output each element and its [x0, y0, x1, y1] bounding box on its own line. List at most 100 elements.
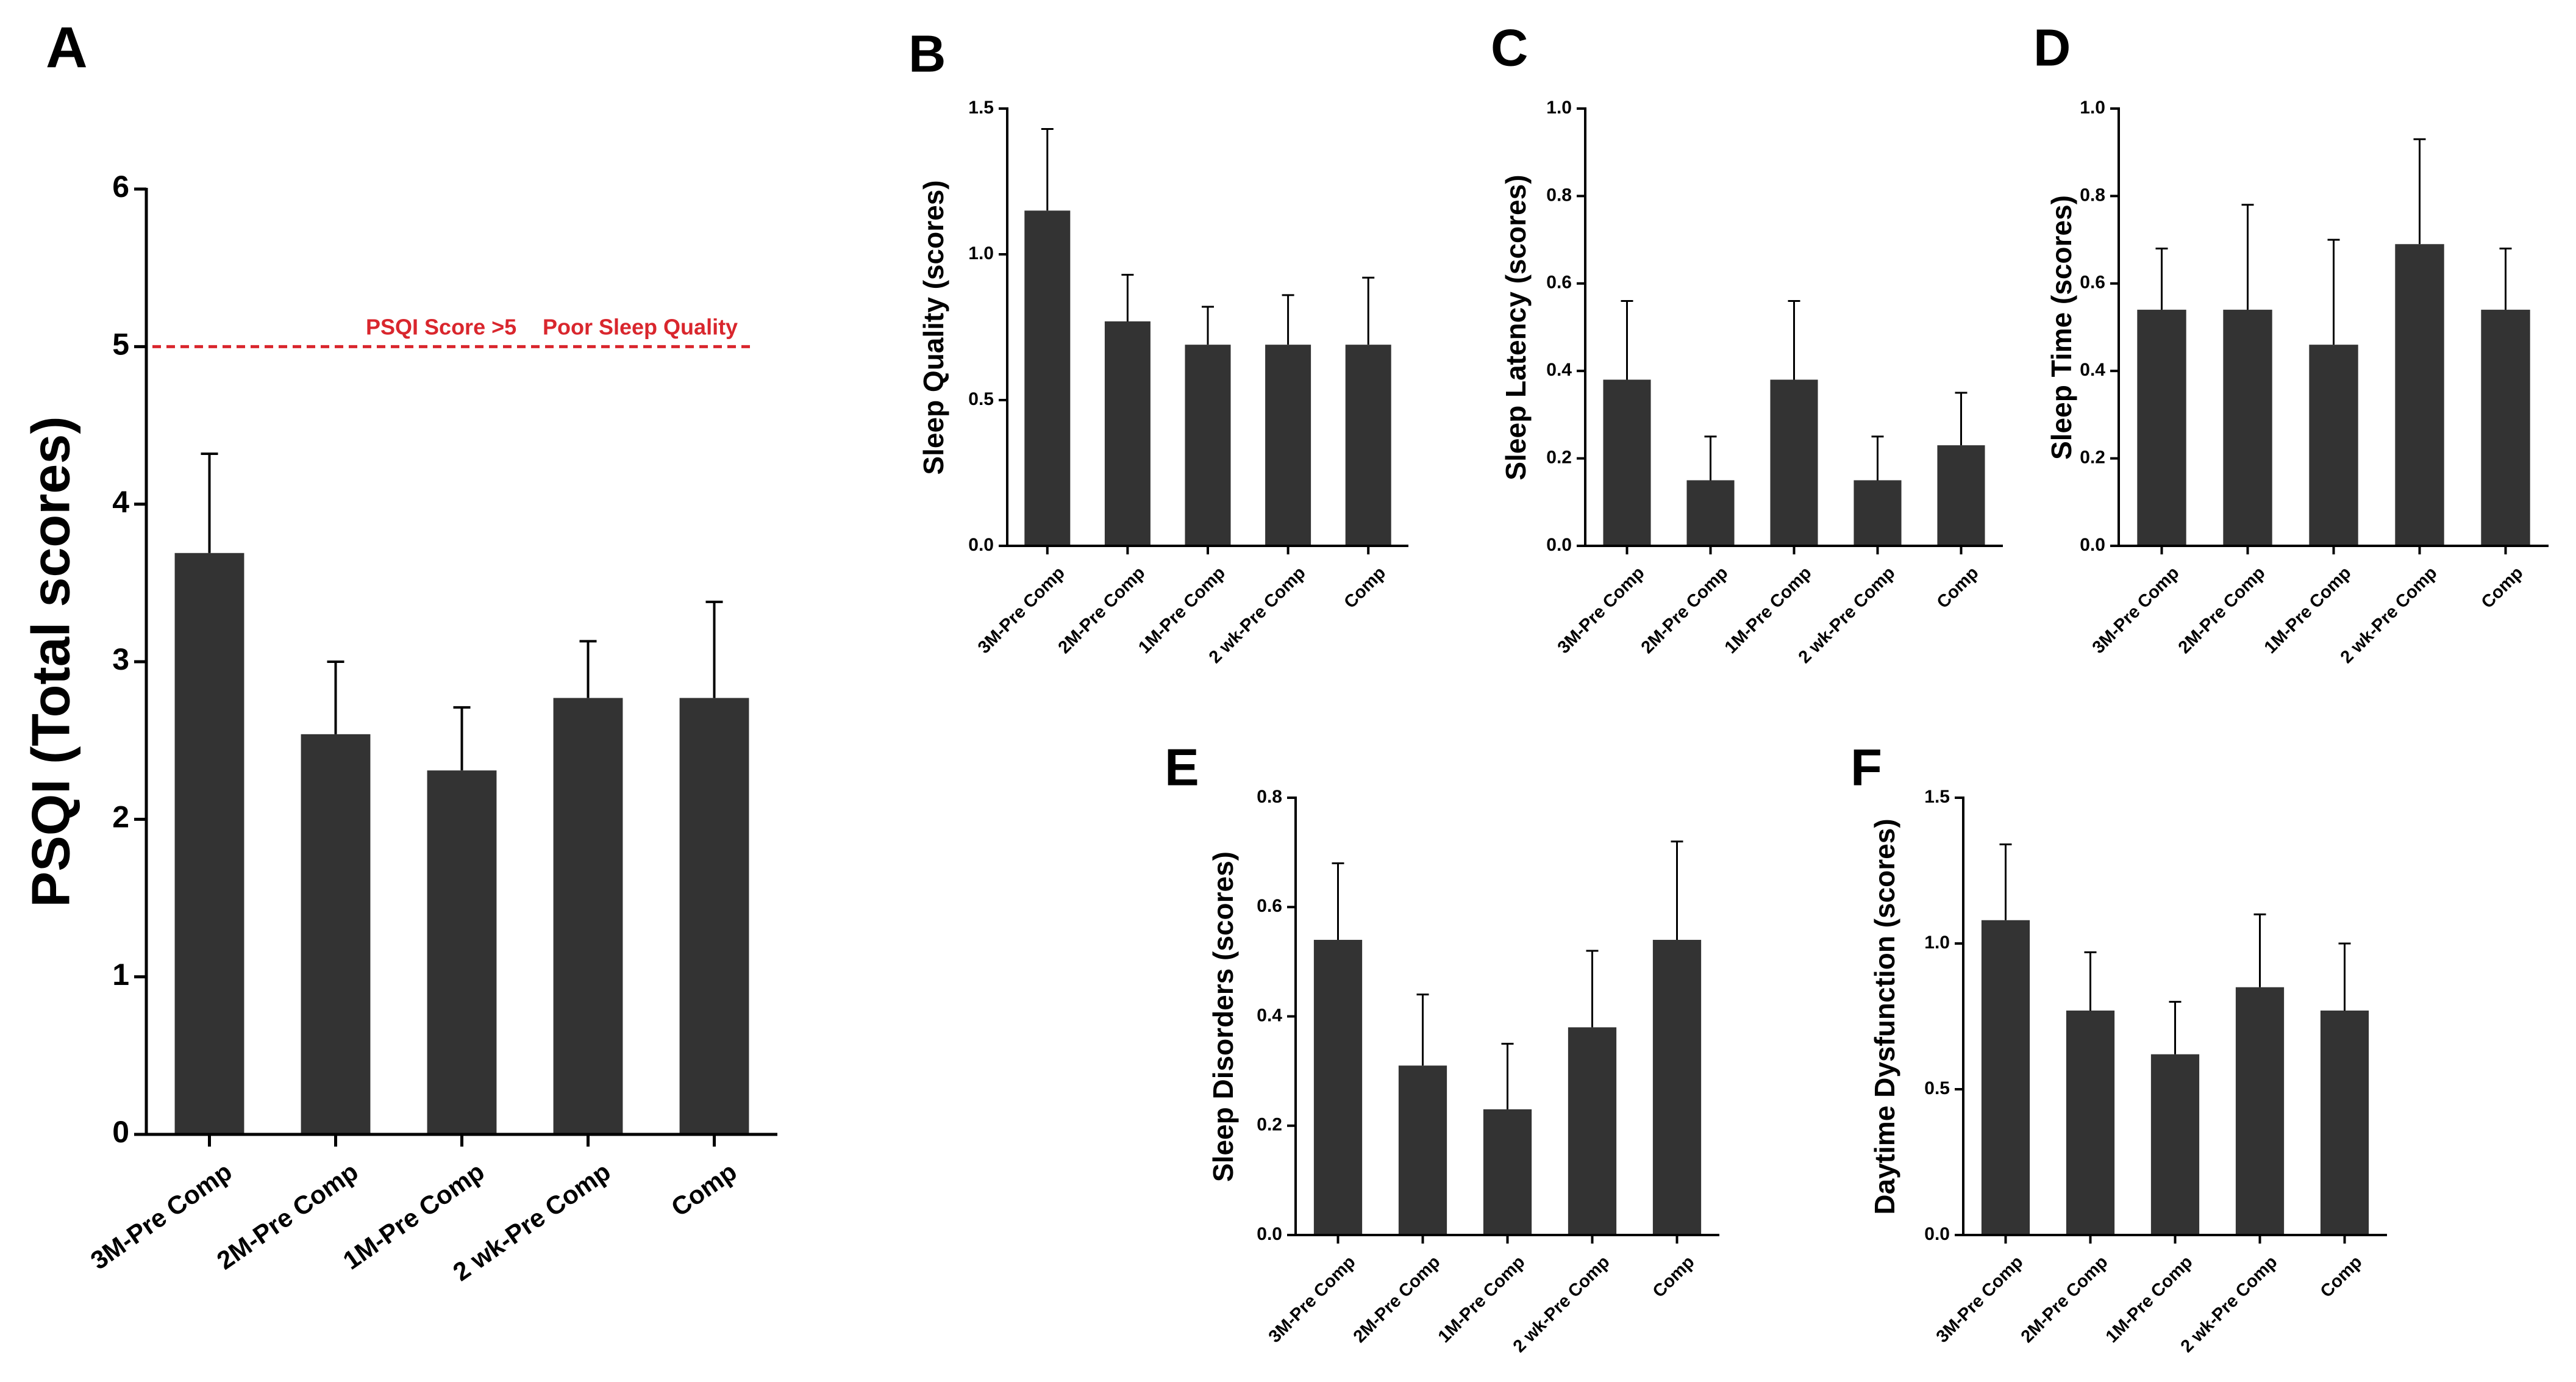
- category-label: Comp: [1933, 563, 1983, 612]
- panel-letter: F: [1850, 739, 1882, 797]
- y-tick-label: 0.6: [2080, 273, 2105, 293]
- y-tick-label: 0.2: [1546, 448, 1572, 468]
- category-label: Comp: [666, 1157, 741, 1222]
- bar: [1483, 1109, 1532, 1235]
- y-tick-label: 0.5: [968, 389, 994, 409]
- category-label: 1M-Pre Comp: [2102, 1252, 2197, 1347]
- y-tick-label: 5: [112, 328, 129, 362]
- category-label: Comp: [1649, 1252, 1699, 1301]
- bar: [1603, 379, 1651, 546]
- panel-letter: C: [1491, 19, 1528, 77]
- y-tick-label: 0: [112, 1115, 129, 1149]
- category-label: 3M-Pre Comp: [1554, 563, 1649, 657]
- category-label: Comp: [2478, 563, 2527, 612]
- bar: [2309, 345, 2358, 546]
- category-label: Comp: [2317, 1252, 2366, 1301]
- bar: [2320, 1010, 2369, 1235]
- y-tick-label: 1.0: [2080, 98, 2105, 118]
- y-tick-label: 0.4: [1257, 1005, 1282, 1025]
- bar: [2066, 1010, 2115, 1235]
- bar: [1770, 379, 1818, 546]
- y-axis-title: PSQI (Total scores): [20, 416, 80, 907]
- y-tick-label: 1.0: [1924, 933, 1950, 953]
- y-tick-label: 1.5: [968, 98, 994, 118]
- y-axis-title: Sleep Latency (scores): [1500, 174, 1532, 480]
- bar: [2481, 309, 2530, 546]
- bar: [1568, 1027, 1617, 1235]
- y-tick-label: 0.6: [1546, 273, 1572, 293]
- reference-label-quality: Poor Sleep Quality: [543, 314, 738, 339]
- bar: [2137, 309, 2186, 546]
- category-label: 2M-Pre Comp: [2018, 1252, 2112, 1347]
- bar: [2150, 1054, 2200, 1235]
- y-tick-label: 2: [112, 800, 129, 834]
- y-tick-label: 0.2: [1257, 1115, 1282, 1135]
- bar: [1185, 345, 1231, 546]
- bar: [427, 770, 497, 1134]
- bar: [2395, 244, 2444, 546]
- bar: [174, 553, 244, 1134]
- category-label: 2M-Pre Comp: [1350, 1252, 1444, 1347]
- category-label: 2M-Pre Comp: [2175, 563, 2269, 657]
- bar: [1652, 940, 1702, 1235]
- y-tick-label: 4: [112, 485, 129, 519]
- y-tick-label: 0.8: [2080, 185, 2105, 205]
- y-tick-label: 0.8: [1546, 185, 1572, 205]
- y-tick-label: 1.5: [1924, 787, 1950, 807]
- y-axis-title: Daytime Dysfunction (scores): [1869, 818, 1900, 1214]
- panel-a: A PSQI (Total scores) 0 1 2 3 4 5 6 3M-Pre Comp2M…: [20, 15, 777, 1286]
- bar: [1937, 445, 1985, 546]
- category-label: 3M-Pre Comp: [1265, 1252, 1360, 1347]
- bar: [1024, 210, 1071, 546]
- y-tick-label: 0.6: [1257, 896, 1282, 916]
- y-tick-label: 0.0: [1257, 1224, 1282, 1244]
- bar: [1854, 480, 1902, 546]
- category-label: 3M-Pre Comp: [1933, 1252, 2027, 1347]
- y-tick-label: 0.0: [1546, 535, 1572, 555]
- bar: [679, 698, 749, 1134]
- bar: [1313, 940, 1363, 1235]
- category-label: 2M-Pre Comp: [212, 1157, 363, 1275]
- category-label: 1M-Pre Comp: [2261, 563, 2355, 657]
- y-tick-label: 1.0: [968, 243, 994, 263]
- y-tick-label: 0.5: [1924, 1078, 1950, 1098]
- y-axis-title: Sleep Quality (scores): [918, 180, 949, 474]
- y-axis-title: Sleep Disorders (scores): [1207, 851, 1239, 1182]
- y-tick-label: 0.2: [2080, 448, 2105, 468]
- bar: [1345, 345, 1391, 546]
- bar: [553, 698, 623, 1134]
- y-tick-label: 1.0: [1546, 98, 1572, 118]
- bar: [2223, 309, 2272, 546]
- category-label: 3M-Pre Comp: [2089, 563, 2183, 657]
- panel-letter: A: [46, 15, 88, 80]
- bar: [301, 734, 371, 1134]
- y-tick-label: 1: [112, 958, 129, 992]
- panel-c: C Sleep Latency (scores) 0.0 0.2 0.4 0.6 0.8 1.…: [1491, 19, 2003, 667]
- y-tick-label: 0.0: [1924, 1224, 1950, 1244]
- y-tick-label: 3: [112, 642, 129, 676]
- category-label: 1M-Pre Comp: [1721, 563, 1816, 657]
- bar: [2235, 987, 2285, 1235]
- bar: [1686, 480, 1735, 546]
- panel-letter: D: [2033, 19, 2071, 77]
- panel-d: D Sleep Time (scores) 0.0 0.2 0.4 0.6 0.8 1.0 3M…: [2033, 19, 2549, 667]
- category-label: 2M-Pre Comp: [1638, 563, 1732, 657]
- bar: [1104, 321, 1151, 546]
- bar: [1265, 345, 1311, 546]
- y-tick-label: 0.4: [2080, 360, 2105, 380]
- panel-e: E Sleep Disorders (scores) 0.0 0.2 0.4 0.6 0.8…: [1165, 739, 1719, 1356]
- panel-letter: E: [1165, 739, 1199, 797]
- y-tick-label: 0.4: [1546, 360, 1572, 380]
- y-tick-label: 0.0: [968, 535, 994, 555]
- y-tick-label: 6: [112, 170, 129, 204]
- panel-f: F Daytime Dysfunction (scores) 0.0 0.5 1.0 1.…: [1850, 739, 2387, 1356]
- category-label: 1M-Pre Comp: [1435, 1252, 1529, 1347]
- y-axis-title: Sleep Time (scores): [2046, 195, 2077, 460]
- y-tick-label: 0.8: [1257, 787, 1282, 807]
- category-label: Comp: [1340, 563, 1390, 612]
- category-label: 3M-Pre Comp: [85, 1157, 237, 1275]
- bar: [1981, 920, 2030, 1235]
- reference-label-score: PSQI Score >5: [366, 314, 516, 339]
